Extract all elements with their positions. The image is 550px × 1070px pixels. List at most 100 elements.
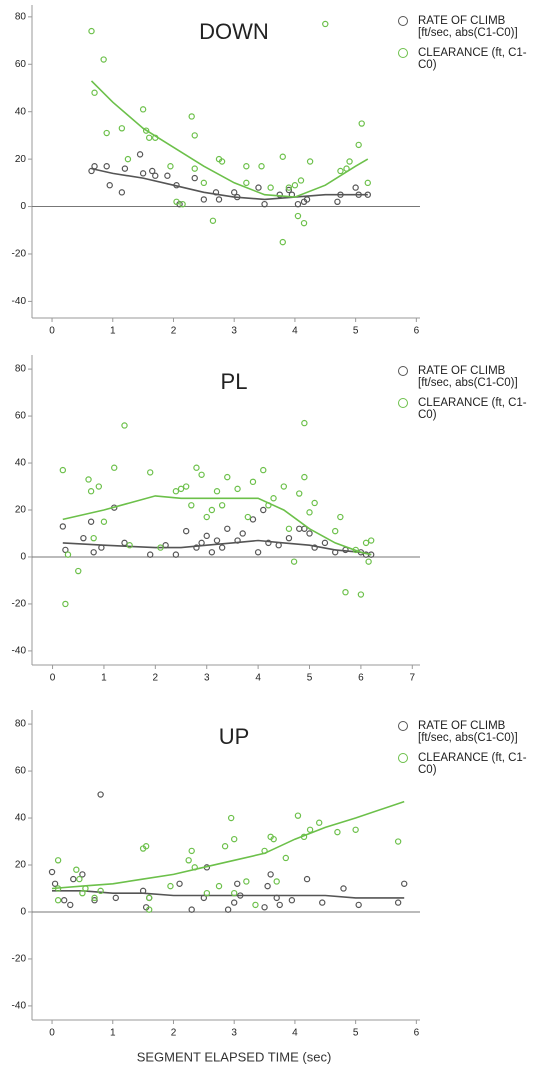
point: [60, 897, 68, 904]
point: [48, 868, 56, 876]
x-tick-label: 1: [101, 673, 107, 684]
x-tick-label: 1: [110, 1028, 116, 1039]
point: [139, 106, 147, 113]
point: [118, 125, 126, 132]
point: [273, 878, 280, 885]
point: [179, 200, 186, 208]
point: [255, 184, 262, 191]
point: [79, 871, 86, 878]
point: [213, 488, 221, 495]
legend-item: RATE OF CLIMB [ft/sec, abs(C1-C0)]: [398, 15, 548, 39]
legend-label: CLEARANCE (ft, C1-C0): [418, 47, 527, 71]
point: [75, 567, 82, 575]
point: [332, 527, 339, 535]
point: [193, 464, 200, 471]
legend-symbol: [398, 48, 408, 58]
point: [285, 525, 293, 532]
point: [311, 499, 318, 507]
point: [364, 179, 371, 187]
point: [267, 184, 274, 191]
point: [126, 542, 133, 549]
point: [230, 835, 238, 843]
point: [224, 525, 231, 532]
point: [352, 184, 359, 191]
x-tick-label: 4: [255, 673, 261, 684]
point: [394, 899, 402, 906]
y-tick-label: 40: [15, 106, 27, 117]
fit-line: [62, 495, 372, 556]
point: [167, 163, 174, 170]
point: [136, 151, 144, 158]
point: [321, 539, 329, 547]
point: [103, 129, 110, 137]
point: [100, 56, 107, 63]
y-tick-label: 60: [15, 411, 27, 422]
fit-line: [51, 800, 405, 890]
point: [152, 172, 159, 179]
point: [176, 880, 183, 887]
point: [297, 177, 305, 184]
x-axis-label: SEGMENT ELAPSED TIME (sec): [137, 1049, 332, 1064]
point: [306, 530, 313, 537]
y-tick-label: 80: [15, 11, 27, 22]
point: [294, 812, 302, 819]
legend-item: RATE OF CLIMB [ft/sec, abs(C1-C0)]: [398, 720, 548, 744]
point: [191, 174, 198, 182]
legend-label: RATE OF CLIMB [ft/sec, abs(C1-C0)]: [418, 15, 518, 39]
point: [288, 897, 296, 904]
point: [145, 894, 153, 902]
point: [91, 89, 98, 96]
point: [90, 549, 97, 556]
x-tick-label: 0: [49, 1028, 55, 1039]
point: [290, 558, 298, 565]
point: [355, 141, 362, 149]
point: [306, 826, 314, 833]
point: [172, 551, 180, 558]
point: [64, 551, 72, 558]
point: [365, 558, 372, 565]
point: [357, 591, 365, 598]
point: [270, 495, 277, 502]
point: [224, 906, 232, 913]
point: [191, 165, 198, 172]
point: [311, 544, 318, 551]
fit-line: [62, 539, 372, 556]
point: [121, 539, 128, 547]
y-tick-label: 80: [15, 719, 27, 730]
x-tick-label: 3: [231, 326, 237, 337]
y-tick-label: -20: [12, 249, 27, 260]
point: [218, 158, 226, 165]
x-tick-label: 5: [353, 326, 359, 337]
legend-item: CLEARANCE (ft, C1-C0): [398, 397, 548, 421]
legend: RATE OF CLIMB [ft/sec, abs(C1-C0)] CLEARA…: [398, 365, 548, 429]
point: [95, 483, 103, 490]
point: [275, 542, 282, 549]
point: [177, 485, 185, 493]
fit-line: [52, 890, 405, 899]
point: [59, 466, 67, 474]
point: [291, 182, 299, 189]
point: [88, 167, 95, 175]
point: [182, 483, 190, 490]
legend-symbol: [398, 721, 408, 731]
point: [200, 196, 208, 203]
y-tick-label: 0: [20, 201, 26, 212]
point: [285, 184, 293, 191]
point: [91, 894, 98, 902]
point: [301, 473, 308, 481]
point: [367, 537, 375, 544]
point: [51, 880, 59, 887]
point: [193, 544, 200, 551]
x-tick-label: 3: [231, 1028, 237, 1039]
point: [358, 120, 365, 127]
fit-line: [90, 80, 369, 198]
x-tick-label: 0: [49, 326, 55, 337]
point: [394, 838, 402, 845]
point: [282, 854, 290, 862]
point: [227, 814, 235, 822]
legend-label: RATE OF CLIMB [ft/sec, abs(C1-C0)]: [418, 720, 518, 744]
x-tick-label: 2: [153, 673, 159, 684]
point: [209, 217, 217, 224]
legend-label: RATE OF CLIMB [ft/sec, abs(C1-C0)]: [418, 365, 518, 389]
